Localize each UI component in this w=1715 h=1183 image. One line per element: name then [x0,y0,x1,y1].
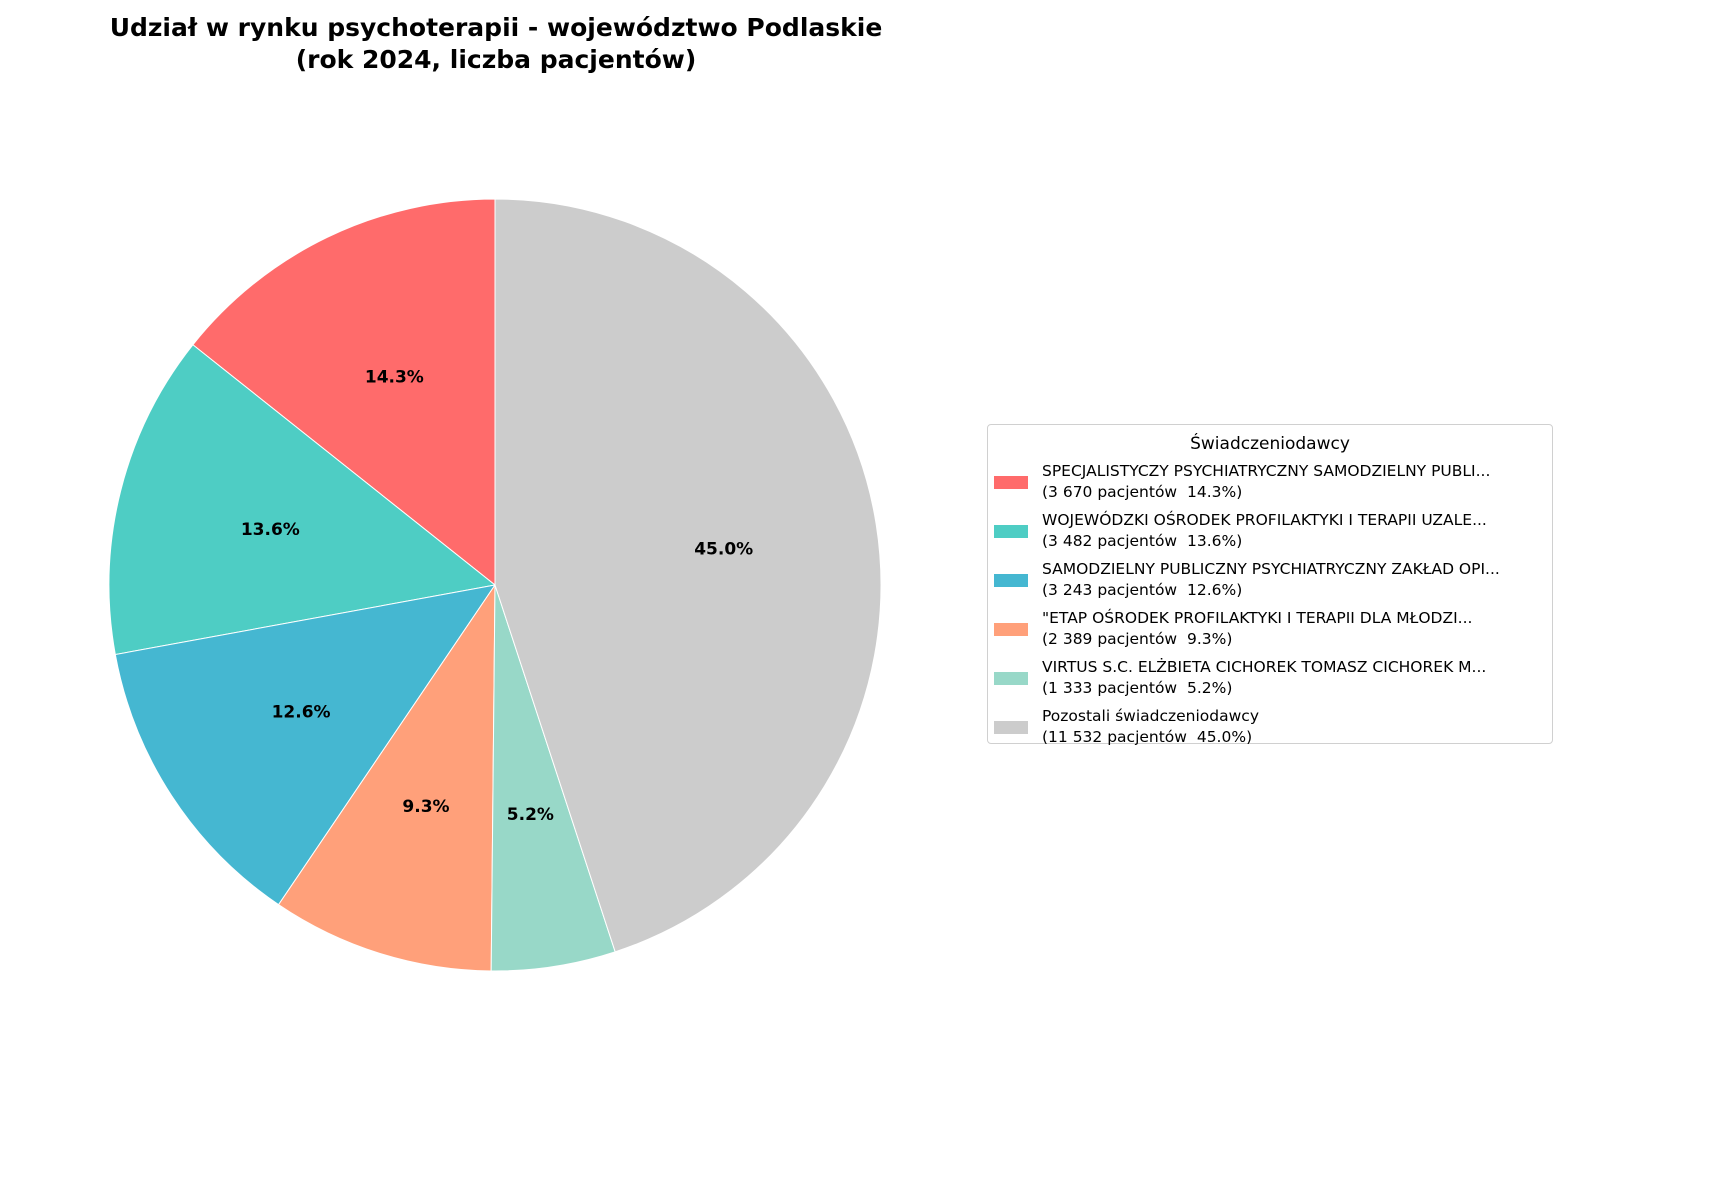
legend-swatch [994,721,1028,734]
legend-detail: (2 389 pacjentów 9.3%) [1042,630,1233,648]
legend-entry: WOJEWÓDZKI OŚRODEK PROFILAKTYKI I TERAPI… [988,510,1552,558]
legend-swatch [994,623,1028,636]
legend-entry: VIRTUS S.C. ELŻBIETA CICHOREK TOMASZ CIC… [988,657,1552,705]
legend-name: Pozostali świadczeniodawcy [1042,707,1259,725]
legend-swatch [994,476,1028,489]
slice-pct-label: 45.0% [694,539,753,559]
pie-slice [108,344,497,656]
legend-name: SPECJALISTYCZY PSYCHIATRYCZNY SAMODZIELN… [1042,462,1491,480]
legend-title: Świadczeniodawcy [1190,434,1350,454]
title-line: Udział w rynku psychoterapii - województ… [109,13,883,42]
pie-slice [277,583,496,972]
slice-pct-label: 9.3% [402,797,449,817]
legend-swatch [994,574,1028,587]
legend-detail: (3 670 pacjentów 14.3%) [1042,483,1243,501]
legend-label: WOJEWÓDZKI OŚRODEK PROFILAKTYKI I TERAPI… [1042,510,1487,552]
legend-swatch [994,525,1028,538]
legend: Świadczeniodawcy SPECJALISTYCZY PSYCHIAT… [987,424,1553,746]
pie-slice [192,198,496,587]
slice-pct-label: 5.2% [507,805,554,825]
legend-entry: Pozostali świadczeniodawcy (11 532 pacjen… [988,706,1552,754]
slice-pct-label: 13.6% [241,520,300,540]
slice-pct-label: 14.3% [365,367,424,387]
legend-swatch [994,672,1028,685]
legend-name: WOJEWÓDZKI OŚRODEK PROFILAKTYKI I TERAPI… [1042,511,1487,529]
legend-entry: "ETAP OŚRODEK PROFILAKTYKI I TERAPII DLA… [988,608,1552,656]
legend-entry: SAMODZIELNY PUBLICZNY PSYCHIATRYCZNY ZAK… [988,559,1552,607]
legend-name: "ETAP OŚRODEK PROFILAKTYKI I TERAPII DLA… [1042,609,1473,627]
subtitle-line: (rok 2024, liczba pacjentów) [295,45,697,74]
legend-entry: SPECJALISTYCZY PSYCHIATRYCZNY SAMODZIELN… [988,461,1552,509]
legend-label: Pozostali świadczeniodawcy (11 532 pacjen… [1042,706,1259,748]
legend-label: SAMODZIELNY PUBLICZNY PSYCHIATRYCZNY ZAK… [1042,559,1500,601]
legend-label: "ETAP OŚRODEK PROFILAKTYKI I TERAPII DLA… [1042,608,1472,650]
pie-slice [494,198,882,953]
legend-detail: (1 333 pacjentów 5.2%) [1042,679,1233,697]
legend-label: VIRTUS S.C. ELŻBIETA CICHOREK TOMASZ CIC… [1042,657,1486,699]
legend-name: VIRTUS S.C. ELŻBIETA CICHOREK TOMASZ CIC… [1042,658,1487,676]
legend-label: SPECJALISTYCZY PSYCHIATRYCZNY SAMODZIELN… [1042,461,1490,503]
legend-detail: (3 482 pacjentów 13.6%) [1042,532,1243,550]
legend-detail: (11 532 pacjentów 45.0%) [1042,728,1253,746]
chart-title: Udział w rynku psychoterapii - województ… [0,12,992,76]
legend-detail: (3 243 pacjentów 12.6%) [1042,581,1243,599]
legend-name: SAMODZIELNY PUBLICZNY PSYCHIATRYCZNY ZAK… [1042,560,1500,578]
pie-slice [114,584,497,906]
slice-pct-label: 12.6% [272,703,331,723]
